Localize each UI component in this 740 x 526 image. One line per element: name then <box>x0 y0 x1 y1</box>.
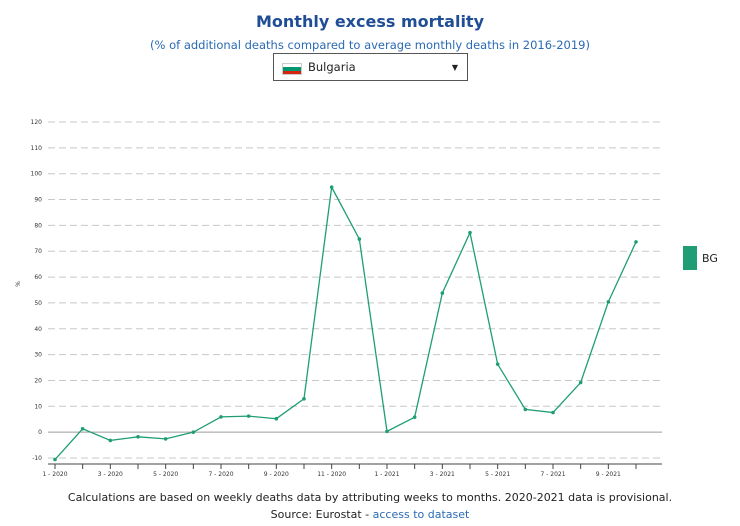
access-dataset-link[interactable]: access to dataset <box>372 508 470 521</box>
x-tick-label: 1 - 2021 <box>374 471 399 478</box>
data-point[interactable] <box>523 407 528 412</box>
chart-subtitle: (% of additional deaths compared to aver… <box>150 38 590 52</box>
y-tick-label: 30 <box>34 352 42 359</box>
x-tick-label: 5 - 2020 <box>153 471 178 478</box>
x-tick-label: 3 - 2020 <box>98 471 123 478</box>
source-prefix: Source: Eurostat - <box>270 508 373 521</box>
y-tick-label: -10 <box>32 455 42 462</box>
legend-label: BG <box>702 252 718 265</box>
y-tick-label: 120 <box>31 119 43 126</box>
data-point[interactable] <box>412 415 417 419</box>
country-select-value: Bulgaria <box>308 60 356 74</box>
data-point[interactable] <box>468 230 472 235</box>
x-tick-label: 1 - 2020 <box>42 471 67 478</box>
legend-swatch <box>683 246 697 270</box>
y-tick-label: 70 <box>34 248 42 255</box>
data-point[interactable] <box>634 240 638 244</box>
chart-title: Monthly excess mortality <box>256 12 484 31</box>
data-point[interactable] <box>302 397 306 401</box>
series-line-bg <box>54 185 637 460</box>
data-point[interactable] <box>551 410 555 415</box>
data-point[interactable] <box>246 414 251 418</box>
data-point[interactable] <box>136 435 140 439</box>
y-axis-label: % <box>15 281 22 287</box>
x-tick-label: 11 - 2020 <box>317 471 346 478</box>
source-line: Source: Eurostat - access to dataset <box>0 508 740 521</box>
y-tick-label: 0 <box>38 429 42 436</box>
y-tick-label: 110 <box>31 145 43 152</box>
footnote: Calculations are based on weekly deaths … <box>67 491 673 504</box>
y-tick-label: 90 <box>34 197 42 204</box>
data-point[interactable] <box>329 185 334 189</box>
bulgaria-flag-icon <box>282 63 302 75</box>
data-point[interactable] <box>53 457 57 462</box>
data-point[interactable] <box>578 380 583 385</box>
x-tick-label: 9 - 2020 <box>264 471 289 478</box>
y-tick-label: 10 <box>34 403 42 410</box>
y-tick-label: 20 <box>34 377 42 384</box>
x-tick-label: 5 - 2021 <box>485 471 510 478</box>
x-tick-label: 7 - 2020 <box>208 471 233 478</box>
y-tick-label: 50 <box>34 300 42 307</box>
chevron-down-icon: ▼ <box>451 63 458 72</box>
data-point[interactable] <box>495 362 500 366</box>
y-tick-label: 80 <box>34 222 42 229</box>
data-point[interactable] <box>163 437 168 441</box>
x-tick-label: 9 - 2021 <box>596 471 621 478</box>
data-point[interactable] <box>219 415 223 419</box>
y-tick-label: 60 <box>34 274 42 281</box>
x-tick-label: 3 - 2021 <box>430 471 455 478</box>
y-tick-label: 40 <box>34 326 42 333</box>
data-point[interactable] <box>274 416 279 421</box>
y-tick-label: 100 <box>31 171 43 178</box>
data-point[interactable] <box>191 430 196 434</box>
data-point[interactable] <box>108 438 113 443</box>
x-tick-label: 7 - 2021 <box>540 471 565 478</box>
country-select[interactable]: Bulgaria ▼ <box>273 53 468 81</box>
data-point[interactable] <box>385 429 389 434</box>
data-point[interactable] <box>440 291 445 295</box>
data-point[interactable] <box>357 237 362 241</box>
data-point[interactable] <box>606 300 611 304</box>
data-point[interactable] <box>80 426 85 431</box>
